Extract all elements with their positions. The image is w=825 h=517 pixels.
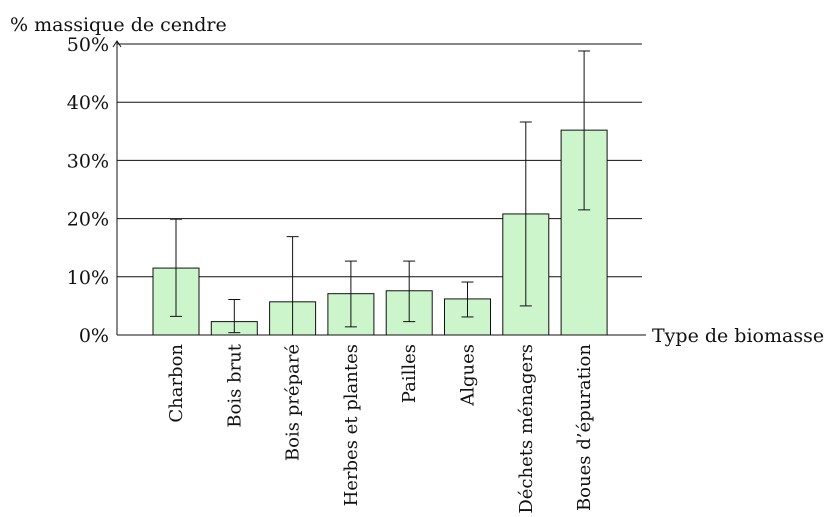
y-tick-label: 10% bbox=[67, 267, 109, 289]
y-tick-label: 20% bbox=[67, 209, 109, 231]
axes bbox=[112, 40, 646, 336]
y-tick-label: 40% bbox=[67, 92, 109, 114]
error-bar bbox=[461, 281, 474, 318]
error-bar bbox=[170, 218, 182, 317]
grid-lines bbox=[117, 43, 642, 278]
error-bar bbox=[519, 121, 532, 307]
y-axis-title: % massique de cendre bbox=[10, 14, 227, 36]
x-category-labels: Charbon Bois brut Bois préparé Herbes et pl… bbox=[166, 343, 595, 513]
x-category-label: Charbon bbox=[166, 344, 187, 423]
x-category-label: Bois brut bbox=[224, 343, 245, 428]
error-bar bbox=[578, 50, 591, 211]
x-category-label: Herbes et plantes bbox=[341, 344, 362, 506]
x-category-label: Bois préparé bbox=[283, 344, 304, 461]
y-tick-label: 30% bbox=[67, 150, 109, 172]
x-category-label: Boues d’épuration bbox=[574, 344, 595, 511]
x-category-label: Déchets ménagers bbox=[516, 344, 537, 514]
y-axis-arrow bbox=[112, 40, 122, 48]
x-category-label: Pailles bbox=[399, 344, 420, 403]
error-bar bbox=[228, 298, 241, 334]
error-bar bbox=[403, 260, 416, 323]
y-tick-labels: 0% 10% 20% 30% 40% 50% bbox=[67, 34, 109, 347]
y-tick-label: 0% bbox=[79, 325, 109, 347]
error-bar bbox=[344, 260, 357, 328]
x-category-label: Algues bbox=[458, 344, 479, 407]
x-axis-title: Type de biomasse bbox=[652, 325, 824, 347]
y-tick-label: 50% bbox=[67, 34, 109, 56]
